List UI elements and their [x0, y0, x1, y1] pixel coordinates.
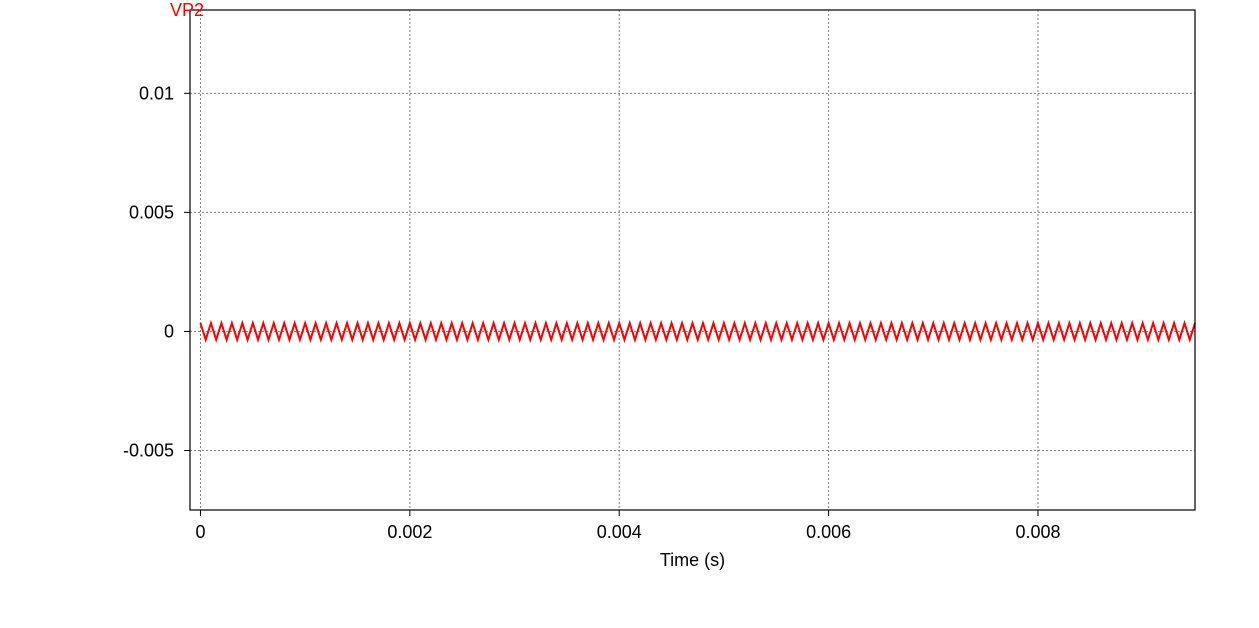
x-tick-label: 0	[195, 522, 205, 542]
x-tick-label: 0.002	[387, 522, 432, 542]
chart-container: 0 0.002 0.004 0.006 0.008 -0.005 0 0.005 0.01 Tim…	[0, 0, 1259, 628]
x-tick-label: 0.004	[597, 522, 642, 542]
chart-svg: 0 0.002 0.004 0.006 0.008 -0.005 0 0.005 0.01 Tim…	[0, 0, 1259, 628]
y-tick-label: 0.01	[139, 83, 174, 103]
x-tick-label: 0.006	[806, 522, 851, 542]
y-tick-label: -0.005	[123, 440, 174, 460]
y-tick-label: 0.005	[129, 202, 174, 222]
legend-label: VP2	[170, 0, 204, 20]
x-axis-label: Time (s)	[660, 550, 725, 570]
y-tick-label: 0	[164, 321, 174, 341]
x-tick-label: 0.008	[1015, 522, 1060, 542]
